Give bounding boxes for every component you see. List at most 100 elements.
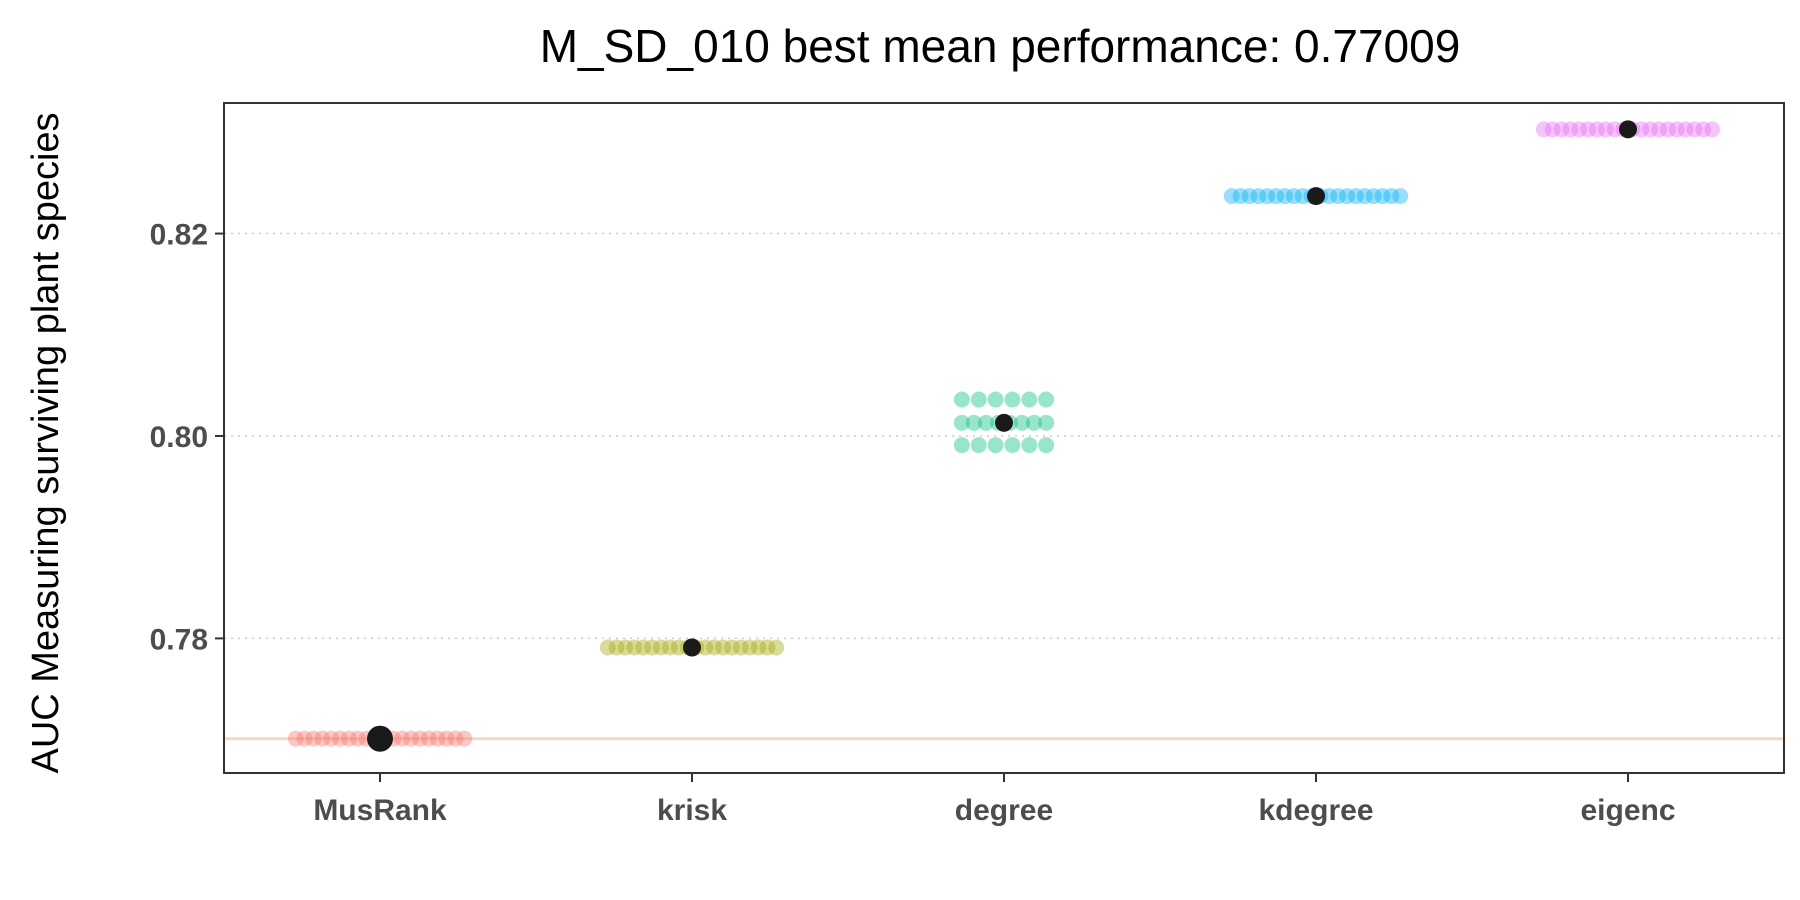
data-point bbox=[1562, 121, 1579, 138]
data-point bbox=[1330, 188, 1347, 205]
data-point bbox=[1004, 437, 1021, 454]
data-point bbox=[1651, 121, 1668, 138]
data-point bbox=[1606, 121, 1623, 138]
data-point bbox=[1642, 121, 1659, 138]
data-point bbox=[447, 730, 464, 747]
data-point bbox=[305, 730, 322, 747]
data-point bbox=[1276, 188, 1293, 205]
data-point bbox=[1695, 121, 1712, 138]
data-point bbox=[953, 414, 970, 431]
data-point bbox=[953, 391, 970, 408]
data-point bbox=[1285, 188, 1302, 205]
data-point bbox=[1259, 188, 1276, 205]
x-tick-label: MusRank bbox=[313, 794, 447, 827]
chart-title: M_SD_010 best mean performance: 0.77009 bbox=[540, 20, 1461, 72]
data-point bbox=[1544, 121, 1561, 138]
data-point bbox=[970, 391, 987, 408]
data-point bbox=[349, 730, 366, 747]
data-point bbox=[987, 437, 1004, 454]
data-point bbox=[1038, 437, 1055, 454]
data-point bbox=[1038, 414, 1055, 431]
grid-lines bbox=[224, 232, 1784, 640]
data-point bbox=[1704, 121, 1721, 138]
data-point bbox=[617, 639, 634, 656]
data-point bbox=[599, 639, 616, 656]
data-point bbox=[1392, 188, 1409, 205]
data-point bbox=[965, 414, 982, 431]
data-point bbox=[1356, 188, 1373, 205]
data-point bbox=[723, 639, 740, 656]
data-point bbox=[759, 639, 776, 656]
data-point bbox=[1038, 391, 1055, 408]
data-point bbox=[1633, 121, 1650, 138]
axes: 0.78 0.80 0.82 MusRank krisk degree kdegree eig… bbox=[150, 219, 1676, 827]
data-point bbox=[296, 730, 313, 747]
data-point bbox=[1241, 188, 1258, 205]
data-point bbox=[732, 639, 749, 656]
data-point bbox=[1571, 121, 1588, 138]
x-tick-label: eigenc bbox=[1580, 794, 1675, 827]
data-point bbox=[750, 639, 767, 656]
data-point bbox=[644, 639, 661, 656]
plot-panel-border bbox=[223, 102, 1785, 774]
data-point bbox=[626, 639, 643, 656]
data-point bbox=[456, 730, 473, 747]
data-point bbox=[1686, 121, 1703, 138]
data-point bbox=[287, 730, 304, 747]
data-point bbox=[340, 730, 357, 747]
data-point bbox=[661, 639, 678, 656]
data-point bbox=[1268, 188, 1285, 205]
data-point bbox=[403, 730, 420, 747]
data-point bbox=[1021, 437, 1038, 454]
data-point bbox=[1321, 188, 1338, 205]
y-tick-label: 0.82 bbox=[150, 219, 208, 252]
data-point bbox=[411, 730, 428, 747]
data-point bbox=[420, 730, 437, 747]
data-point bbox=[1374, 188, 1391, 205]
y-tick-label: 0.78 bbox=[150, 623, 208, 656]
data-point bbox=[652, 639, 669, 656]
data-point bbox=[1021, 391, 1038, 408]
data-point bbox=[314, 730, 331, 747]
data-point bbox=[670, 639, 687, 656]
data-point bbox=[394, 730, 411, 747]
data-point bbox=[438, 730, 455, 747]
x-tick-label: kdegree bbox=[1258, 794, 1373, 827]
data-point bbox=[1339, 188, 1356, 205]
data-point bbox=[635, 639, 652, 656]
data-point bbox=[1383, 188, 1400, 205]
data-point bbox=[768, 639, 785, 656]
data-point bbox=[1535, 121, 1552, 138]
data-point bbox=[970, 437, 987, 454]
data-point bbox=[706, 639, 723, 656]
data-point bbox=[1580, 121, 1597, 138]
data-point bbox=[1250, 188, 1267, 205]
data-points bbox=[287, 121, 1721, 747]
data-point bbox=[977, 414, 994, 431]
data-point bbox=[1597, 121, 1614, 138]
data-point bbox=[1365, 188, 1382, 205]
x-tick-label: degree bbox=[955, 794, 1053, 827]
data-point bbox=[1232, 188, 1249, 205]
data-point bbox=[332, 730, 349, 747]
data-point bbox=[1347, 188, 1364, 205]
mean-points bbox=[367, 120, 1637, 752]
data-point bbox=[1294, 188, 1311, 205]
data-point bbox=[608, 639, 625, 656]
data-point bbox=[323, 730, 340, 747]
data-point bbox=[1677, 121, 1694, 138]
y-axis-label: AUC Measuring surviving plant species bbox=[25, 112, 67, 773]
y-tick-label: 0.80 bbox=[150, 421, 208, 454]
data-point bbox=[1026, 414, 1043, 431]
data-point bbox=[429, 730, 446, 747]
data-point bbox=[741, 639, 758, 656]
data-point bbox=[1668, 121, 1685, 138]
data-point bbox=[1659, 121, 1676, 138]
mean-point bbox=[367, 725, 393, 752]
data-point bbox=[1004, 391, 1021, 408]
data-point bbox=[1588, 121, 1605, 138]
mean-point bbox=[995, 413, 1013, 432]
mean-point bbox=[683, 638, 701, 657]
data-point bbox=[987, 391, 1004, 408]
